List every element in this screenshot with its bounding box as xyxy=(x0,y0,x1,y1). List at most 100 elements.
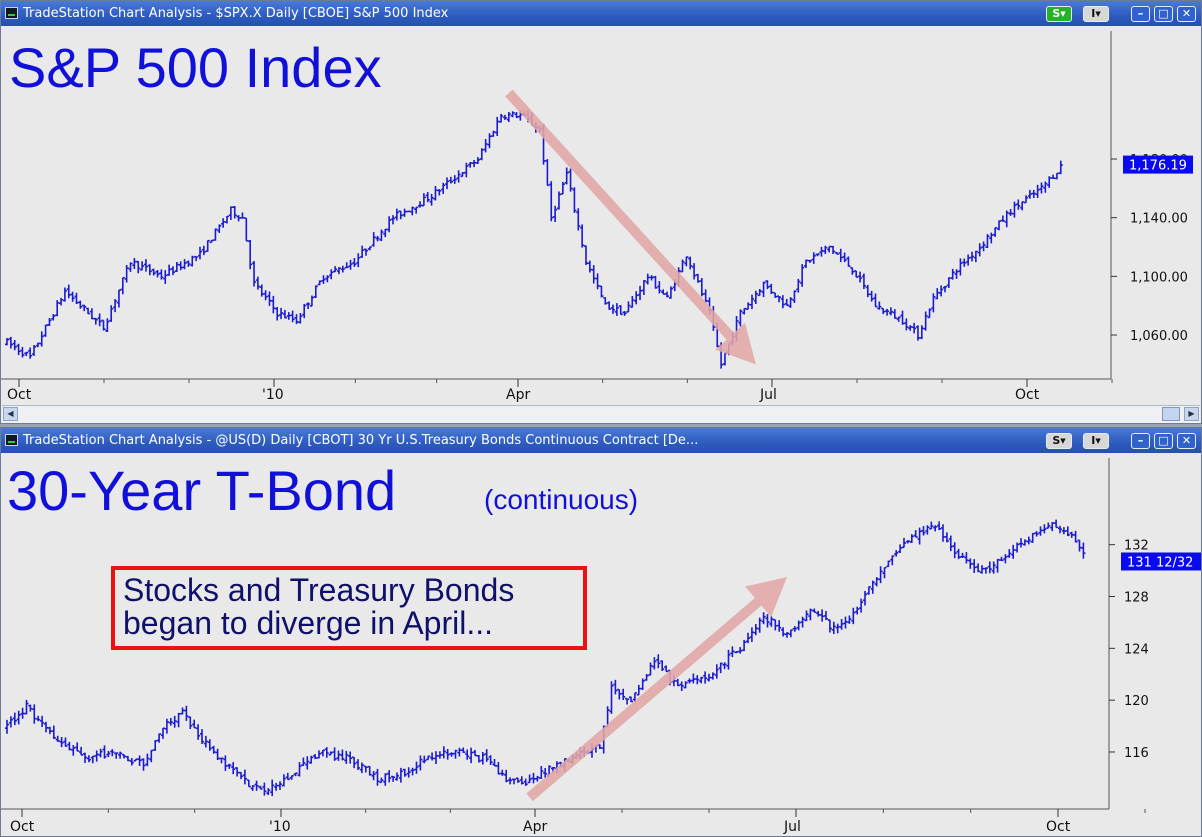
price-bar xyxy=(831,621,836,634)
y-tick-label: 116 xyxy=(1124,746,1149,761)
price-bar xyxy=(205,239,210,252)
price-bar xyxy=(1039,182,1044,194)
price-bar xyxy=(638,285,643,301)
minimize-button[interactable]: – xyxy=(1131,6,1150,22)
price-bar xyxy=(886,560,891,568)
close-button[interactable]: ✕ xyxy=(1177,6,1196,22)
price-bar xyxy=(983,567,988,574)
price-bar xyxy=(572,187,577,213)
title-bar[interactable]: TradeStation Chart Analysis - @US(D) Dai… xyxy=(1,428,1201,453)
price-bar xyxy=(680,259,685,273)
price-bar xyxy=(391,215,395,225)
maximize-button[interactable]: □ xyxy=(1154,6,1173,22)
y-tick-label: 1,100.00 xyxy=(1130,270,1188,285)
price-bar xyxy=(510,111,515,118)
scroll-right-button[interactable]: ▶ xyxy=(1184,407,1199,421)
price-bar xyxy=(827,245,832,253)
price-bar xyxy=(418,201,423,208)
price-bar xyxy=(703,289,708,303)
scroll-thumb[interactable] xyxy=(1162,407,1180,421)
symbol-link-button[interactable]: S▼ xyxy=(1046,6,1072,22)
price-bar xyxy=(714,664,719,679)
price-bar xyxy=(472,159,477,168)
price-bar xyxy=(707,673,711,682)
price-bar xyxy=(972,559,977,573)
price-bar xyxy=(90,755,95,764)
price-bar xyxy=(367,246,372,251)
price-bar xyxy=(773,292,778,298)
price-bar xyxy=(652,657,657,670)
price-bar xyxy=(1034,531,1039,537)
price-bar xyxy=(262,782,267,796)
price-bar xyxy=(792,626,797,632)
price-bar xyxy=(437,751,442,759)
price-bar xyxy=(645,273,650,285)
price-bar xyxy=(55,300,60,317)
price-bar xyxy=(461,747,466,754)
price-bar xyxy=(626,301,631,313)
price-bar xyxy=(86,755,91,763)
price-bar xyxy=(630,296,635,308)
price-bar xyxy=(607,301,612,310)
price-bar xyxy=(114,752,119,759)
price-bar xyxy=(496,762,501,775)
price-bar xyxy=(722,352,727,366)
price-bar xyxy=(236,215,241,222)
price-bar xyxy=(371,232,376,247)
price-bar xyxy=(352,756,357,769)
price-bar xyxy=(560,181,565,195)
price-bar xyxy=(116,289,121,308)
price-bar xyxy=(890,555,895,566)
price-bar xyxy=(968,558,973,569)
maximize-button[interactable]: □ xyxy=(1154,433,1173,449)
price-bar xyxy=(344,262,349,269)
symbol-link-button[interactable]: S▼ xyxy=(1046,433,1072,449)
minimize-button[interactable]: – xyxy=(1131,433,1150,449)
sp500-price-chart[interactable]: Oct '10 Apr Jul Oct 1,060.00 1,100.00 1,140.00 1… xyxy=(1,1,1202,424)
price-bar xyxy=(664,665,669,673)
price-bar xyxy=(239,771,243,780)
price-bar xyxy=(398,767,403,783)
price-bar xyxy=(167,264,172,276)
price-bar xyxy=(28,347,33,359)
scroll-left-button[interactable]: ◀ xyxy=(3,407,18,421)
horizontal-scrollbar[interactable]: ◀ ▶ xyxy=(2,405,1200,423)
price-bar xyxy=(155,269,160,278)
price-bar xyxy=(63,737,68,747)
price-bar xyxy=(1003,554,1008,564)
price-bar xyxy=(603,297,608,305)
price-bar xyxy=(39,331,44,347)
price-bar xyxy=(305,756,310,770)
title-bar[interactable]: TradeStation Chart Analysis - $SPX.X Dai… xyxy=(1,1,1201,26)
price-bar xyxy=(757,288,762,297)
indicator-link-button[interactable]: I▼ xyxy=(1083,6,1109,22)
price-bar xyxy=(317,750,321,759)
price-bar xyxy=(161,727,165,739)
price-bar xyxy=(1030,532,1035,543)
price-bar xyxy=(1054,172,1059,180)
price-bar xyxy=(244,217,249,242)
price-bar xyxy=(1035,184,1040,199)
price-bar xyxy=(217,224,222,233)
price-bar xyxy=(286,312,291,320)
price-bar xyxy=(921,526,926,536)
price-bar xyxy=(301,757,306,766)
price-bar xyxy=(290,310,295,323)
y-tick-label: 128 xyxy=(1124,590,1149,605)
price-bar xyxy=(445,177,450,190)
close-button[interactable]: ✕ xyxy=(1177,433,1196,449)
price-bar xyxy=(178,261,183,271)
price-bar xyxy=(625,697,630,705)
price-bar xyxy=(800,264,805,287)
price-bar xyxy=(231,762,236,775)
price-bar xyxy=(742,307,747,315)
price-bar xyxy=(873,293,878,308)
price-bar xyxy=(198,246,202,260)
price-bar xyxy=(500,769,505,776)
price-bar xyxy=(259,284,264,297)
indicator-link-button[interactable]: I▼ xyxy=(1083,433,1109,449)
price-bar xyxy=(749,627,754,643)
price-bar xyxy=(129,758,134,766)
price-bar xyxy=(213,228,218,241)
